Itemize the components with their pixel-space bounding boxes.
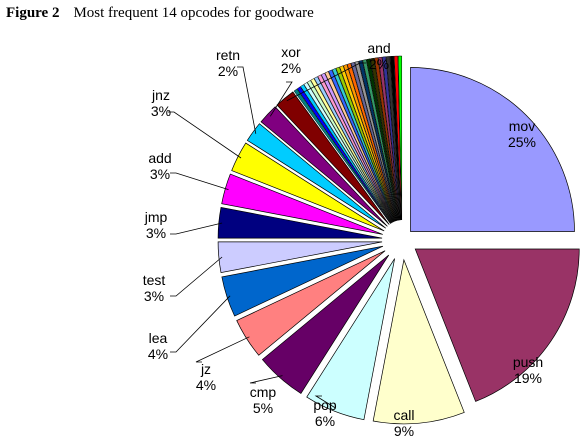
- slice-xor: [260, 106, 388, 227]
- slice-label-and: and 2%: [367, 40, 390, 72]
- slice-test: [217, 241, 383, 274]
- leader-line-pop: [314, 395, 336, 409]
- slice-minor-2: [296, 86, 391, 224]
- slice-retn: [246, 123, 387, 229]
- slice-minor-16: [346, 62, 397, 221]
- slice-minor-15: [343, 64, 397, 222]
- slice-labels: mov 25% push 19% call 9% pop 6% cmp 5% jz 4% lea 4% te…: [143, 40, 543, 439]
- slice-minor-28: [393, 55, 402, 221]
- slice-minor-4: [303, 82, 392, 224]
- slice-label-jmp: jmp 3%: [144, 209, 168, 241]
- slice-minor-23: [374, 57, 400, 221]
- slice-minor-7: [313, 76, 393, 223]
- leader-line-retn: [237, 66, 257, 134]
- slice-minor-20: [362, 59, 399, 221]
- slice-label-jz: jz 4%: [196, 361, 216, 393]
- slice-minor-12: [331, 68, 395, 222]
- slice-lea: [221, 245, 384, 317]
- slice-jmp: [217, 206, 383, 239]
- slice-minor-19: [358, 60, 398, 221]
- leader-line-cmp: [249, 375, 283, 384]
- leader-line-jmp: [170, 222, 223, 235]
- slice-label-xor: xor 2%: [281, 44, 301, 76]
- slice-label-pop: pop 6%: [313, 397, 337, 429]
- slice-minor-24: [378, 56, 400, 221]
- slice-mov: [410, 67, 575, 232]
- slice-minor-22: [370, 57, 400, 221]
- slice-jnz: [231, 142, 385, 232]
- slice-label-retn: retn 2%: [216, 47, 240, 79]
- leader-line-jz: [195, 336, 250, 363]
- slice-minor-18: [354, 60, 398, 221]
- leader-line-and: [286, 62, 366, 102]
- slice-minor-8: [317, 74, 394, 223]
- slice-jz: [236, 250, 386, 356]
- leader-line-test: [170, 256, 223, 297]
- slice-label-test: test 3%: [143, 272, 166, 304]
- slice-label-lea: lea 4%: [148, 330, 168, 362]
- slice-minor-3: [300, 84, 392, 224]
- pie-slices: [217, 55, 580, 425]
- leader-line-xor: [269, 81, 293, 117]
- slice-minor-9: [321, 72, 394, 223]
- slice-minor-14: [339, 65, 396, 222]
- slice-minor-10: [324, 71, 395, 222]
- slice-minor-13: [335, 66, 396, 222]
- slice-minor-11: [328, 69, 395, 222]
- slice-minor-29: [397, 55, 403, 221]
- figure-label: Figure 2: [6, 5, 60, 21]
- slice-minor-21: [366, 58, 399, 221]
- slice-cmp: [261, 254, 390, 394]
- figure-title: Most frequent 14 opcodes for goodware: [73, 5, 314, 21]
- slice-push: [414, 248, 580, 402]
- leader-lines: [168, 62, 366, 409]
- slice-minor-27: [389, 55, 402, 221]
- slice-label-add: add 3%: [148, 150, 171, 182]
- slice-label-jnz: jnz 3%: [151, 87, 171, 119]
- slice-minor-5: [306, 80, 393, 223]
- leader-line-lea: [170, 295, 231, 353]
- slice-label-call: call 9%: [393, 407, 414, 439]
- slice-label-mov: mov 25%: [508, 118, 536, 150]
- slice-minor-26: [386, 56, 401, 221]
- leader-line-add: [170, 172, 229, 190]
- slice-label-cmp: cmp 5%: [250, 384, 277, 416]
- slice-call: [372, 258, 465, 425]
- slice-label-push: push 19%: [513, 354, 543, 386]
- slice-minor-17: [350, 61, 397, 221]
- figure-caption: Figure 2 Most frequent 14 opcodes for goo…: [6, 5, 314, 22]
- slice-minor-6: [310, 78, 393, 223]
- slice-minor-1: [293, 88, 391, 224]
- leader-line-jnz: [168, 111, 242, 159]
- slice-minor-25: [382, 56, 401, 221]
- slice-pop: [306, 258, 395, 421]
